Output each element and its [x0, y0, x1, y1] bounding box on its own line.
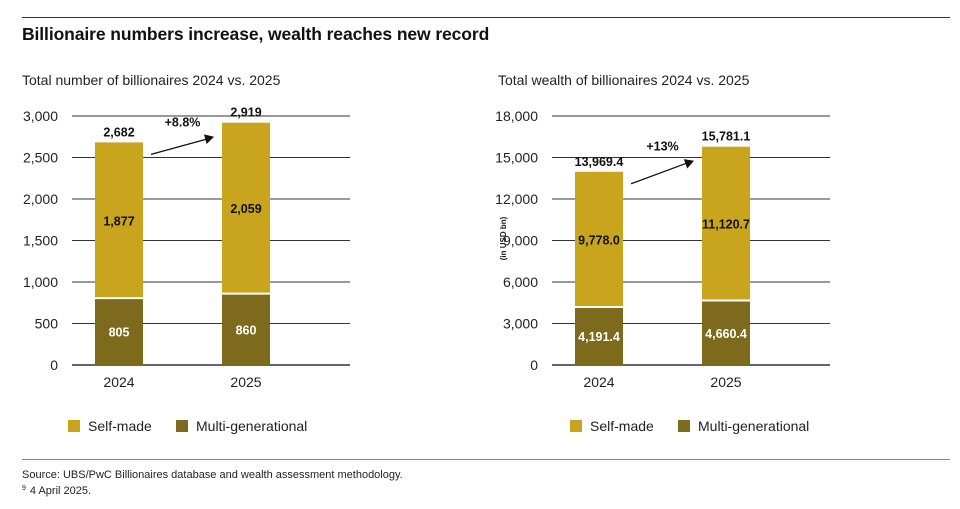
count-category-label: 2025 [230, 374, 261, 390]
count-bar-value-label: 860 [236, 323, 257, 337]
wealth-ytick-label: 18,000 [495, 108, 538, 124]
wealth-bar-multi-generational [575, 307, 623, 365]
wealth-bar-value-label: 4,660.4 [705, 327, 747, 341]
count-growth-arrow [150, 138, 209, 156]
wealth-bar-self-made [702, 146, 750, 301]
wealth-bar-value-label: 11,120.7 [702, 218, 750, 232]
count-category-label: 2024 [103, 374, 134, 390]
count-bar-value-label: 2,059 [230, 202, 261, 216]
legend-item-multi-generational: Multi-generational [678, 418, 809, 434]
wealth-total-label: 15,781.1 [702, 130, 751, 144]
count-ytick-label: 2,500 [23, 150, 58, 166]
wealth-bar-multi-generational [702, 300, 750, 365]
wealth-bar-value-label: 4,191.4 [578, 330, 620, 344]
legend-label-self-made: Self-made [590, 418, 654, 434]
wealth-category-label: 2025 [710, 374, 741, 390]
chart-title-wealth: Total wealth of billionaires 2024 vs. 20… [498, 72, 750, 88]
count-growth-label: +8.8% [165, 116, 201, 130]
count-bar-multi-generational [222, 293, 270, 365]
wealth-category-label: 2024 [583, 374, 614, 390]
billionaire-wealth-chart: 0 3,000 6,000 9,000 12,000 15,000 18,000 (in US… [495, 108, 830, 390]
wealth-growth-arrow [630, 162, 689, 185]
count-ytick-label: 2,000 [23, 191, 58, 207]
legend-label-multi-generational: Multi-generational [196, 418, 308, 434]
billionaire-count-chart: 0 500 1,000 1,500 2,000 2,500 3,000 805 1,877 2,6… [23, 106, 350, 390]
count-growth-arrowhead [203, 134, 214, 144]
count-bar-self-made [95, 142, 143, 299]
self-made-swatch [68, 420, 80, 432]
self-made-swatch [570, 420, 582, 432]
legend-label-self-made: Self-made [88, 418, 152, 434]
chart-title-count: Total number of billionaires 2024 vs. 20… [22, 72, 281, 88]
wealth-total-label: 13,969.4 [575, 155, 624, 169]
top-rule [22, 17, 950, 18]
count-total-label: 2,919 [230, 106, 261, 120]
count-bar-self-made [222, 122, 270, 294]
page-title: Billionaire numbers increase, wealth rea… [22, 24, 490, 44]
wealth-ytick-label: 12,000 [495, 191, 538, 207]
wealth-growth-label: +13% [646, 140, 678, 154]
wealth-ytick-label: 9,000 [503, 233, 538, 249]
multi-generational-swatch [176, 420, 188, 432]
count-bar-value-label: 805 [109, 326, 130, 340]
count-bar-multi-generational [95, 298, 143, 365]
legend-item-multi-generational: Multi-generational [176, 418, 307, 434]
legend-item-self-made: Self-made [570, 418, 654, 434]
wealth-growth-arrowhead [683, 159, 694, 169]
wealth-ytick-label: 6,000 [503, 274, 538, 290]
wealth-bar-self-made [575, 171, 623, 308]
wealth-bar-value-label: 9,778.0 [578, 233, 620, 247]
bottom-rule [22, 459, 950, 460]
count-ytick-label: 500 [35, 316, 59, 332]
count-ytick-label: 3,000 [23, 108, 58, 124]
legend-label-multi-generational: Multi-generational [698, 418, 810, 434]
count-ytick-label: 0 [50, 357, 58, 373]
count-bar-value-label: 1,877 [103, 214, 134, 228]
footnote-text: 4 April 2025. [29, 485, 92, 497]
count-ytick-label: 1,000 [23, 274, 58, 290]
legend-item-self-made: Self-made [68, 418, 152, 434]
multi-generational-swatch [678, 420, 690, 432]
count-total-label: 2,682 [103, 125, 134, 139]
wealth-ytick-label: 3,000 [503, 316, 538, 332]
wealth-y-axis-label: (in USD bn) [499, 216, 508, 260]
wealth-ytick-label: 15,000 [495, 150, 538, 166]
wealth-ytick-label: 0 [530, 357, 538, 373]
source-note: Source: UBS/PwC Billionaires database an… [22, 469, 403, 481]
footnote-marker: 9 [22, 485, 26, 492]
count-ytick-label: 1,500 [23, 233, 58, 249]
